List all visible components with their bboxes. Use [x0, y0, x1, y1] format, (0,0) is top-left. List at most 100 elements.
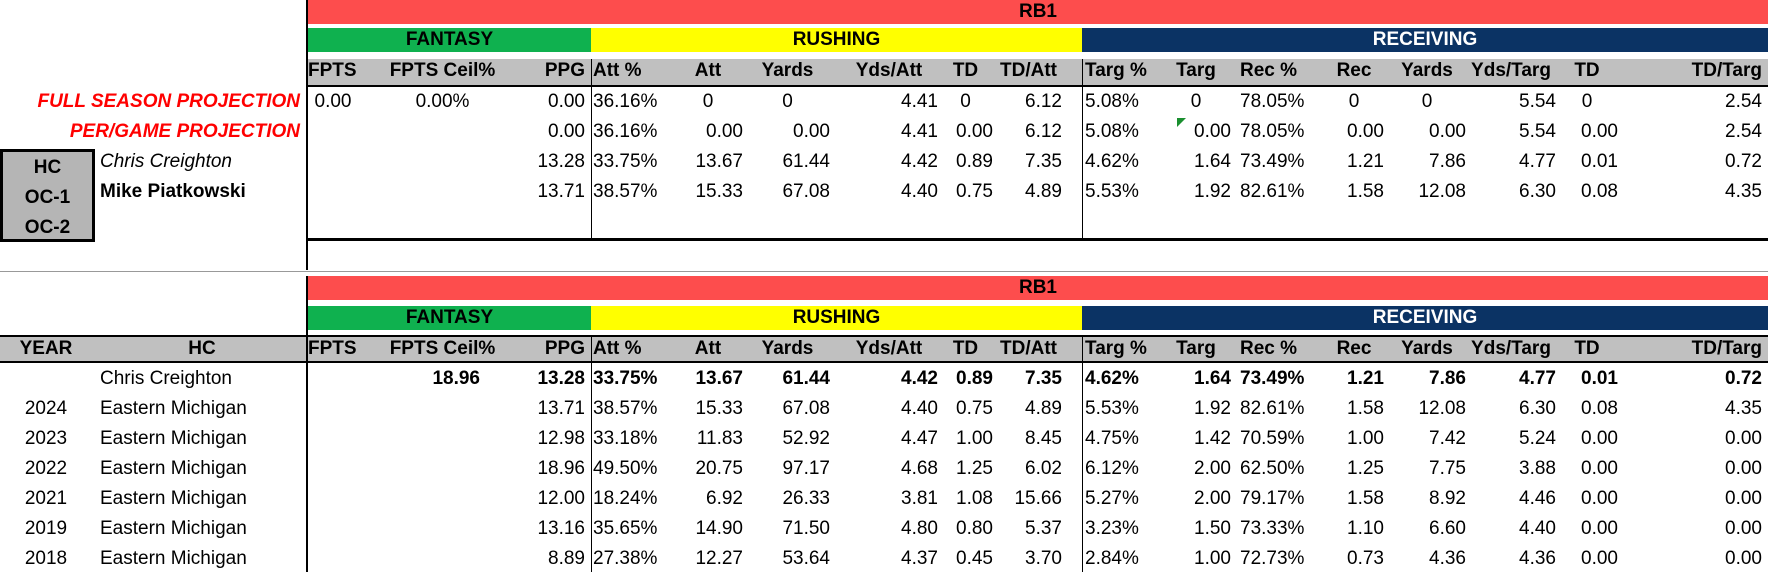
cell-targ-pct: 5.08%: [1085, 91, 1139, 112]
cell-td: 0.08: [1581, 398, 1618, 419]
cell-att: 12.27: [695, 548, 743, 569]
cell-fpts-ceil-pct: [380, 484, 480, 514]
cell-yds-targ: 4.36: [1519, 548, 1556, 569]
cell-ppg: 13.28: [537, 368, 585, 389]
cell-att-pct: 35.65%: [593, 518, 658, 539]
cell-yds-att: 4.42: [901, 368, 938, 389]
cell-td-targ: 4.35: [1725, 398, 1762, 419]
cell-yards: 12.08: [1418, 398, 1466, 419]
cell-td: 0.08: [1581, 181, 1618, 202]
cell-att: 13.67: [695, 368, 743, 389]
hc-cell: Eastern Michigan: [100, 488, 247, 509]
cell-rec-pct: 79.17%: [1240, 488, 1305, 509]
cell-td: 0.01: [1581, 151, 1618, 172]
cell-yds-att: 4.68: [901, 458, 938, 479]
cell-ppg: 13.71: [537, 398, 585, 419]
column-header-yds-att: Yds/Att: [855, 60, 923, 81]
top-table-row: 0.00 0.00% 0.00 36.16% 0 0 4.41 0 6.12 5.08% 0 78.0…: [0, 87, 1768, 117]
cell-td-targ: 0.00: [1725, 548, 1762, 569]
cell-rec: 1.58: [1347, 398, 1384, 419]
cell-yds-att: 3.81: [901, 488, 938, 509]
bottom-position-band: RB1: [308, 276, 1768, 300]
cell-td-att: 6.12: [1025, 91, 1062, 112]
top-position-band: RB1: [308, 0, 1768, 24]
year-cell: 2021: [24, 488, 68, 509]
cell-yards: 26.33: [782, 488, 830, 509]
section-separator: [0, 271, 1768, 272]
cell-yards: 67.08: [782, 181, 830, 202]
cell-fpts: 0.00: [314, 91, 352, 112]
cell-ppg: 13.16: [537, 518, 585, 539]
bottom-table-row: 2024 Eastern Michigan 13.71 38.57% 15.33 67.0…: [0, 394, 1768, 424]
bottom-table-row: 2021 Eastern Michigan 12.00 18.24% 6.92 26.33…: [0, 484, 1768, 514]
cell-yds-att: 4.41: [901, 91, 938, 112]
cell-att: 20.75: [695, 458, 743, 479]
role-oc-1: OC-1: [24, 187, 71, 208]
cell-td-att: 5.37: [1025, 518, 1062, 539]
cell-ppg: 8.89: [548, 548, 585, 569]
column-header-yds-att: Yds/Att: [855, 338, 923, 359]
cell-yards: 61.44: [782, 368, 830, 389]
full-season-projection-label: FULL SEASON PROJECTION: [37, 91, 300, 112]
bottom-left-border: [306, 276, 308, 572]
cell-yards: 67.08: [782, 398, 830, 419]
column-header-targ-pct: Targ %: [1085, 338, 1147, 359]
year-cell: 2019: [24, 518, 68, 539]
cell-td-att: 7.35: [1025, 368, 1062, 389]
cell-fpts-ceil-pct: [380, 177, 505, 207]
cell-yds-att: 4.42: [901, 151, 938, 172]
year-column-header: YEAR: [19, 338, 73, 359]
column-header-att-pct: Att %: [593, 338, 642, 359]
column-header-fpts-ceil-pct: FPTS Ceil%: [389, 60, 496, 81]
cell-td-att: 6.02: [1025, 458, 1062, 479]
column-header-yards: Yards: [1401, 60, 1453, 81]
cell-rec: 1.25: [1347, 458, 1384, 479]
cell-fpts: [308, 364, 358, 394]
cell-yds-targ: 5.54: [1519, 121, 1556, 142]
cell-td: 0.00: [1581, 121, 1618, 142]
cell-td-att: 7.35: [1025, 151, 1062, 172]
cell-td: 1.00: [956, 428, 993, 449]
cell-td-att: 15.66: [1014, 488, 1062, 509]
cell-targ-pct: 5.08%: [1085, 121, 1139, 142]
cell-td: 1.08: [956, 488, 993, 509]
cell-rec-pct: 82.61%: [1240, 181, 1305, 202]
hc-cell: Eastern Michigan: [100, 398, 247, 419]
cell-td-targ: 0.00: [1725, 518, 1762, 539]
column-header-td: TD: [1574, 60, 1600, 81]
cell-att-pct: 38.57%: [593, 181, 658, 202]
year-cell: 2018: [24, 548, 68, 569]
bottom-table-row: 2023 Eastern Michigan 12.98 33.18% 11.83 52.9…: [0, 424, 1768, 454]
cell-att-pct: 33.75%: [593, 151, 658, 172]
role-hc: HC: [33, 157, 62, 178]
column-header-yards: Yards: [761, 60, 814, 81]
cell-td: 0.80: [956, 518, 993, 539]
cell-yards: 7.86: [1429, 151, 1466, 172]
cell-rec: 0.00: [1347, 121, 1384, 142]
column-header-td-targ: TD/Targ: [1691, 338, 1762, 359]
cell-yards: 53.64: [782, 548, 830, 569]
cell-td: 0.01: [1581, 368, 1618, 389]
cell-rec-pct: 78.05%: [1240, 91, 1305, 112]
cell-td-targ: 2.54: [1725, 121, 1762, 142]
year-cell: 2023: [24, 428, 68, 449]
cell-yards: 71.50: [782, 518, 830, 539]
cell-yards: 61.44: [782, 151, 830, 172]
bottom-left-header-row: YEAR HC: [0, 335, 308, 363]
column-header-yards: Yards: [761, 338, 814, 359]
cell-yds-targ: 5.24: [1519, 428, 1556, 449]
cell-rec-pct: 73.49%: [1240, 368, 1305, 389]
bottom-receiving-header: RECEIVING: [1082, 306, 1768, 330]
cell-td: 0.00: [1581, 548, 1618, 569]
cell-rec: 1.58: [1347, 488, 1384, 509]
column-header-yds-targ: Yds/Targ: [1471, 338, 1551, 359]
top-table-row: Chris Creighton 13.28 33.75% 13.67 61.44 4.42…: [0, 147, 1768, 177]
column-header-rec-pct: Rec %: [1240, 338, 1298, 359]
cell-targ-pct: 2.84%: [1085, 548, 1139, 569]
cell-att: 15.33: [695, 398, 743, 419]
top-table-row: 0.00 36.16% 0.00 0.00 4.41 0.00 6.12 5.08% 0.00 7…: [0, 117, 1768, 147]
cell-ppg: 13.28: [537, 151, 585, 172]
cell-targ: 1.64: [1194, 368, 1231, 389]
cell-fpts-ceil-pct: [380, 424, 480, 454]
cell-yds-att: 4.37: [901, 548, 938, 569]
